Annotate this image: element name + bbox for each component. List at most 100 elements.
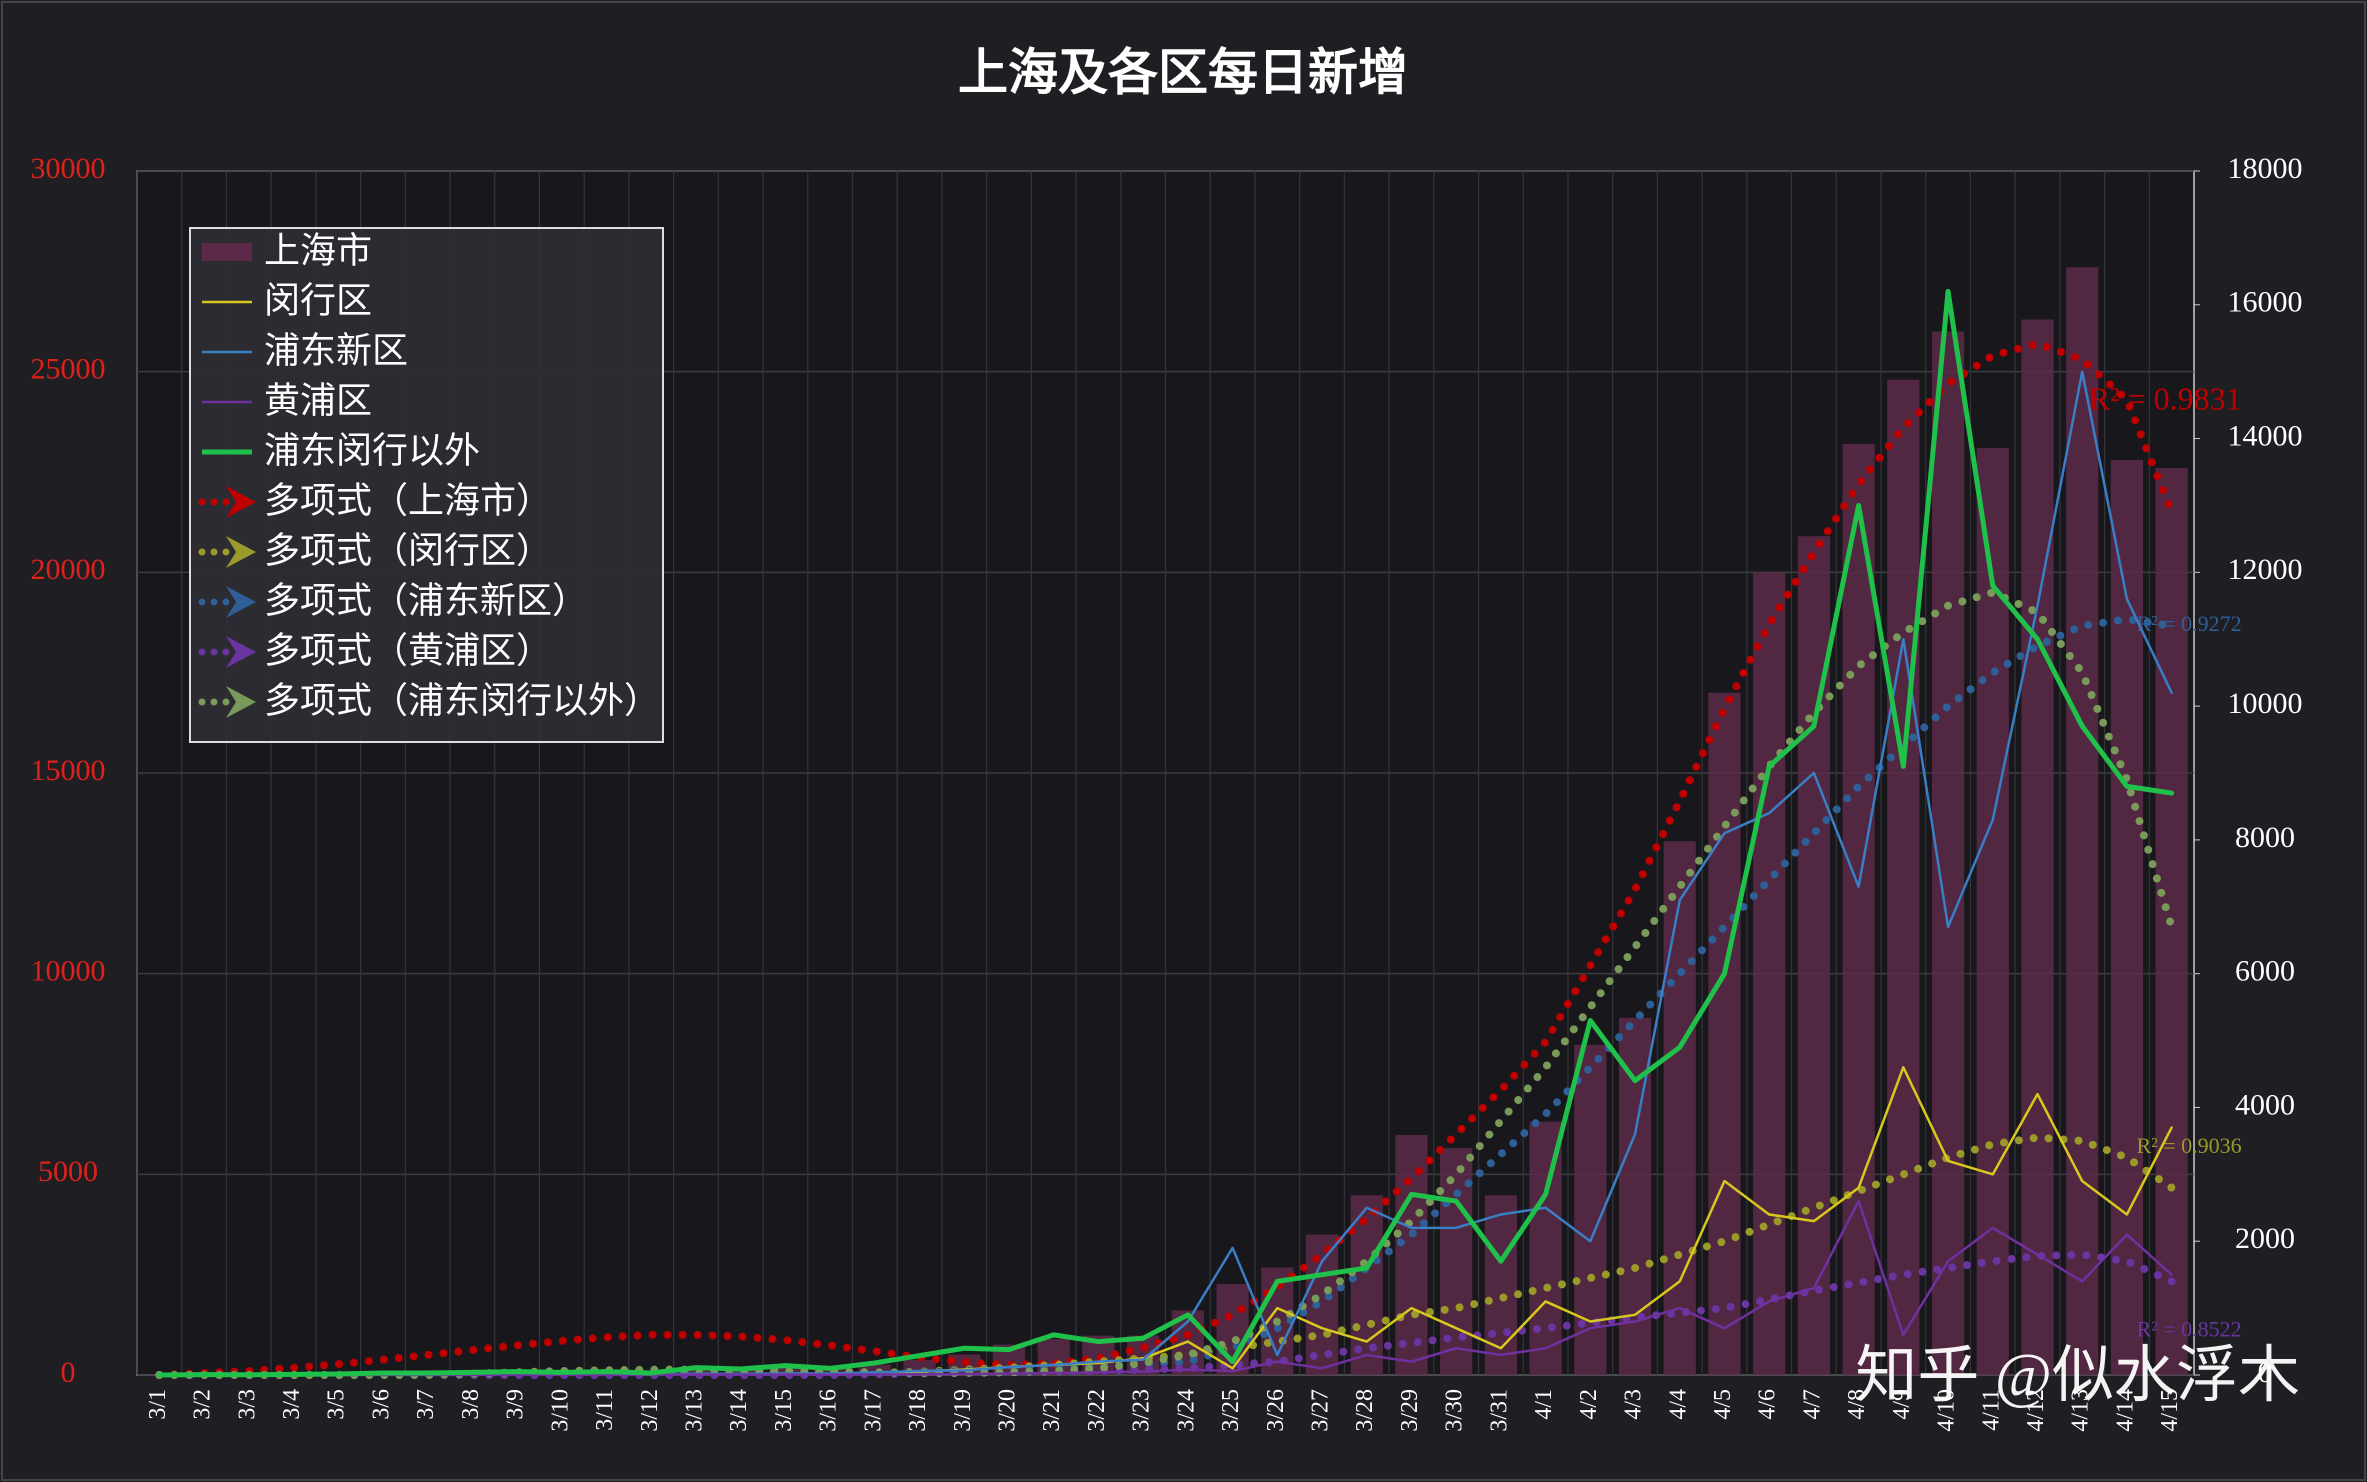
- x-tick-label: 3/5: [324, 1389, 350, 1420]
- x-tick-label: 3/3: [234, 1389, 260, 1420]
- y2-tick-label: 8000: [2235, 821, 2295, 854]
- y2-tick-label: 12000: [2228, 553, 2303, 586]
- x-tick-label: 3/13: [681, 1389, 707, 1432]
- legend-label: 多项式（浦东闵行以外）: [264, 680, 660, 720]
- x-tick-label: 3/22: [1084, 1389, 1110, 1432]
- bar: [1484, 1195, 1517, 1375]
- legend-label: 浦东闵行以外: [264, 430, 480, 470]
- y-tick-label: 30000: [31, 152, 106, 185]
- chart-title: 上海及各区每日新增: [958, 44, 1408, 102]
- legend-label: 多项式（闵行区）: [264, 530, 552, 570]
- line: [156, 288, 2175, 1378]
- y2-tick-label: 2000: [2235, 1222, 2295, 1255]
- x-tick-label: 3/29: [1397, 1389, 1423, 1432]
- line: [158, 1199, 2173, 1377]
- y-tick-label: 20000: [31, 553, 106, 586]
- x-tick-label: 3/17: [860, 1389, 886, 1432]
- legend-swatch: [202, 243, 252, 261]
- x-tick-label: 3/18: [905, 1389, 931, 1432]
- x-tick-label: 4/5: [1710, 1389, 1736, 1420]
- x-tick-label: 4/3: [1621, 1389, 1647, 1420]
- r-squared-label: R² = 0.9272: [2136, 611, 2241, 636]
- x-tick-label: 3/7: [413, 1389, 439, 1420]
- x-tick-label: 4/7: [1799, 1389, 1825, 1420]
- legend-label: 上海市: [264, 230, 372, 270]
- r-squared-label: R² = 0.9831: [2089, 380, 2242, 416]
- bar: [724, 1369, 757, 1375]
- bar: [1708, 692, 1741, 1375]
- x-tick-label: 3/23: [1129, 1389, 1155, 1432]
- y2-tick-label: 14000: [2228, 419, 2303, 452]
- y2-tick-label: 16000: [2228, 286, 2303, 319]
- trend-line: [155, 588, 2176, 1379]
- x-tick-label: 3/15: [771, 1389, 797, 1432]
- y-tick-label: 5000: [38, 1155, 98, 1188]
- legend-label: 黄浦区: [264, 380, 372, 420]
- legend-label: 多项式（黄浦区）: [264, 630, 552, 670]
- x-tick-label: 4/14: [2112, 1389, 2138, 1432]
- legend-arrow: [226, 586, 256, 618]
- x-tick-label: 4/11: [1978, 1389, 2004, 1431]
- bar: [1305, 1234, 1339, 1375]
- bar: [814, 1368, 847, 1375]
- trend-line: [155, 339, 2176, 1379]
- bar: [858, 1364, 891, 1375]
- legend-arrow: [226, 536, 256, 568]
- legend-label: 闵行区: [264, 280, 372, 320]
- bar: [2021, 319, 2054, 1375]
- x-tick-label: 3/12: [637, 1389, 663, 1432]
- x-tick-label: 4/8: [1844, 1389, 1870, 1420]
- x-tick-label: 3/2: [190, 1389, 216, 1420]
- x-tick-label: 4/1: [1531, 1389, 1557, 1420]
- y-tick-label: 10000: [31, 955, 106, 988]
- y-tick-label: 15000: [31, 754, 106, 787]
- x-tick-label: 3/19: [950, 1389, 976, 1432]
- y-tick-label: 25000: [31, 353, 106, 386]
- x-tick-label: 4/6: [1755, 1389, 1781, 1420]
- x-tick-label: 3/6: [368, 1389, 394, 1420]
- bar: [2110, 459, 2144, 1376]
- x-tick-label: 4/15: [2157, 1389, 2183, 1432]
- x-tick-label: 3/9: [503, 1389, 529, 1420]
- y-tick-label: 0: [61, 1356, 76, 1389]
- x-tick-label: 3/25: [1218, 1389, 1244, 1432]
- x-tick-label: 3/11: [592, 1389, 618, 1431]
- x-tick-label: 3/31: [1486, 1389, 1512, 1432]
- legend-box: [189, 227, 664, 743]
- x-tick-label: 3/27: [1308, 1389, 1334, 1432]
- x-tick-label: 4/2: [1576, 1389, 1602, 1420]
- legend-label: 多项式（浦东新区）: [264, 580, 588, 620]
- bar: [1663, 841, 1696, 1375]
- trend-line: [155, 1250, 2176, 1379]
- bar: [1350, 1195, 1383, 1375]
- x-tick-label: 4/12: [2023, 1389, 2049, 1432]
- legend-arrow: [226, 686, 256, 718]
- y2-tick-label: 0: [2258, 1356, 2273, 1389]
- x-tick-label: 4/4: [1665, 1389, 1691, 1420]
- r-squared-label: R² = 0.8522: [2136, 1316, 2241, 1341]
- legend-arrow: [226, 636, 256, 668]
- bar: [1753, 572, 1786, 1375]
- legend-arrow: [226, 486, 256, 518]
- x-tick-label: 3/24: [1173, 1389, 1199, 1432]
- bar: [1529, 1121, 1562, 1375]
- bar: [1395, 1134, 1428, 1375]
- bar: [1887, 379, 1920, 1375]
- x-tick-label: 3/21: [1039, 1389, 1065, 1432]
- x-tick-label: 3/30: [1442, 1389, 1468, 1432]
- x-tick-label: 3/28: [1352, 1389, 1378, 1432]
- trend-line: [155, 615, 2176, 1379]
- x-tick-label: 3/14: [726, 1389, 752, 1432]
- x-tick-label: 4/9: [1889, 1389, 1915, 1420]
- x-tick-label: 4/13: [2068, 1389, 2094, 1432]
- x-tick-label: 3/10: [547, 1389, 573, 1432]
- y2-tick-label: 10000: [2228, 687, 2303, 720]
- watermark: 知乎 @似水浮木: [1855, 1342, 2300, 1410]
- x-tick-label: 3/20: [994, 1389, 1020, 1432]
- x-tick-label: 3/26: [1263, 1389, 1289, 1432]
- x-tick-label: 3/8: [458, 1389, 484, 1420]
- x-tick-label: 3/1: [145, 1389, 171, 1420]
- y2-tick-label: 6000: [2235, 955, 2295, 988]
